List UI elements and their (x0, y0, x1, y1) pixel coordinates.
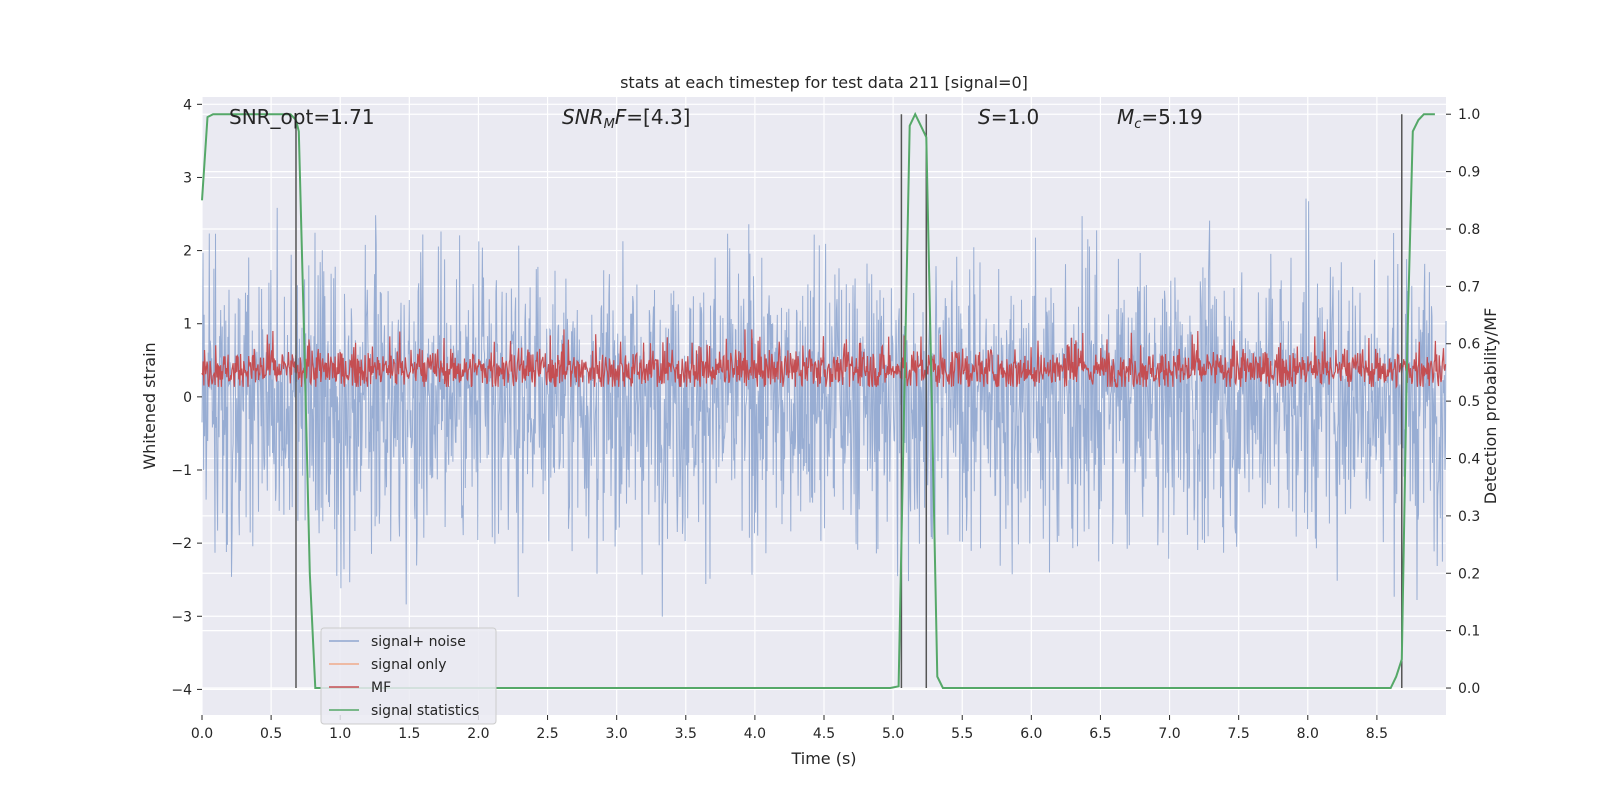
y-tick-label: −4 (171, 682, 192, 698)
y2-tick-label: 0.7 (1458, 279, 1480, 295)
x-tick-label: 6.5 (1089, 726, 1111, 742)
annotation-snr-mf-rest: F (615, 105, 627, 129)
annotation-s-symbol: S (978, 105, 991, 129)
legend: signal+ noise signal only MF signal stat… (320, 627, 497, 725)
x-tick-label: 3.5 (675, 726, 697, 742)
annotation-snr-mf-main: SNR (562, 105, 604, 129)
y2-tick-label: 0.0 (1458, 681, 1480, 697)
y-tick-label: 3 (183, 170, 192, 186)
y2-axis-label: Detection probability/MF (1481, 308, 1500, 505)
y2-tick-label: 0.4 (1458, 452, 1480, 468)
x-tick-label: 2.0 (467, 726, 489, 742)
annotation-snr-mf-value: =[4.3] (626, 105, 690, 129)
x-tick-label: 5.5 (951, 726, 973, 742)
y-tick-label: −3 (171, 609, 192, 625)
x-tick-label: 0.0 (191, 726, 213, 742)
chart-title: stats at each timestep for test data 211… (620, 73, 1028, 92)
annotation-mc-sub: c (1134, 117, 1141, 132)
x-tick-label: 7.5 (1228, 726, 1250, 742)
y2-tick-label: 0.9 (1458, 165, 1480, 181)
signal-statistics-line (201, 111, 1435, 689)
legend-label-stats: signal statistics (371, 703, 479, 719)
y-tick-label: 2 (183, 244, 192, 260)
y-tick-label: 0 (183, 390, 192, 406)
annotation-snr-mf-sub: M (604, 117, 615, 132)
x-tick-label: 6.0 (1020, 726, 1042, 742)
y-tick-label: −1 (171, 463, 192, 479)
y-tick-label: 1 (183, 317, 192, 333)
x-tick-label: 3.0 (606, 726, 628, 742)
x-axis-ticks: 0.0 0.5 1.0 1.5 2.0 2.5 3.0 3.5 4.0 4.5 5.0 5.5 6.0 6… (191, 715, 1388, 742)
y-axis-ticks: 4 3 2 1 0 −1 −2 −3 −4 (171, 97, 202, 698)
x-tick-label: 8.0 (1297, 726, 1319, 742)
x-tick-label: 5.0 (882, 726, 904, 742)
x-tick-label: 4.5 (813, 726, 835, 742)
y-tick-label: 4 (183, 97, 192, 113)
x-tick-label: 2.5 (536, 726, 558, 742)
y2-tick-label: 0.5 (1458, 394, 1480, 410)
y2-tick-label: 0.2 (1458, 566, 1480, 582)
legend-label-signal: signal only (371, 657, 446, 673)
y-tick-label: −2 (171, 536, 192, 552)
y2-tick-label: 0.1 (1458, 624, 1480, 640)
annotation-snr-mf: SNRMF=[4.3] (562, 105, 690, 132)
y2-axis-ticks: 1.0 0.9 0.8 0.7 0.6 0.5 0.4 0.3 0.2 0.1 0.0 (1446, 107, 1480, 697)
x-tick-label: 4.0 (744, 726, 766, 742)
x-tick-label: 1.5 (398, 726, 420, 742)
legend-box (320, 627, 497, 725)
x-tick-label: 1.0 (329, 726, 351, 742)
x-tick-label: 0.5 (260, 726, 282, 742)
x-tick-label: 8.5 (1366, 726, 1388, 742)
x-tick-label: 7.0 (1158, 726, 1180, 742)
y2-tick-label: 0.8 (1458, 222, 1480, 238)
signal-statistics-series (201, 111, 1435, 689)
mf-series (201, 329, 1447, 389)
y-axis-label: Whitened strain (140, 342, 159, 469)
legend-label-noise: signal+ noise (371, 634, 466, 650)
annotation-mc-value: =5.19 (1141, 105, 1202, 129)
y2-tick-label: 0.3 (1458, 509, 1480, 525)
y2-tick-label: 0.6 (1458, 337, 1480, 353)
annotation-mc: Mc=5.19 (1117, 105, 1203, 132)
annotation-snr-opt: SNR_opt=1.71 (229, 105, 375, 129)
legend-label-mf: MF (371, 680, 391, 696)
annotation-s-value: =1.0 (991, 105, 1040, 129)
x-axis-label: Time (s) (790, 749, 856, 768)
annotation-mc-symbol: M (1117, 105, 1134, 129)
annotation-s: S=1.0 (978, 105, 1039, 129)
y2-tick-label: 1.0 (1458, 107, 1480, 123)
mf-line (201, 329, 1447, 389)
